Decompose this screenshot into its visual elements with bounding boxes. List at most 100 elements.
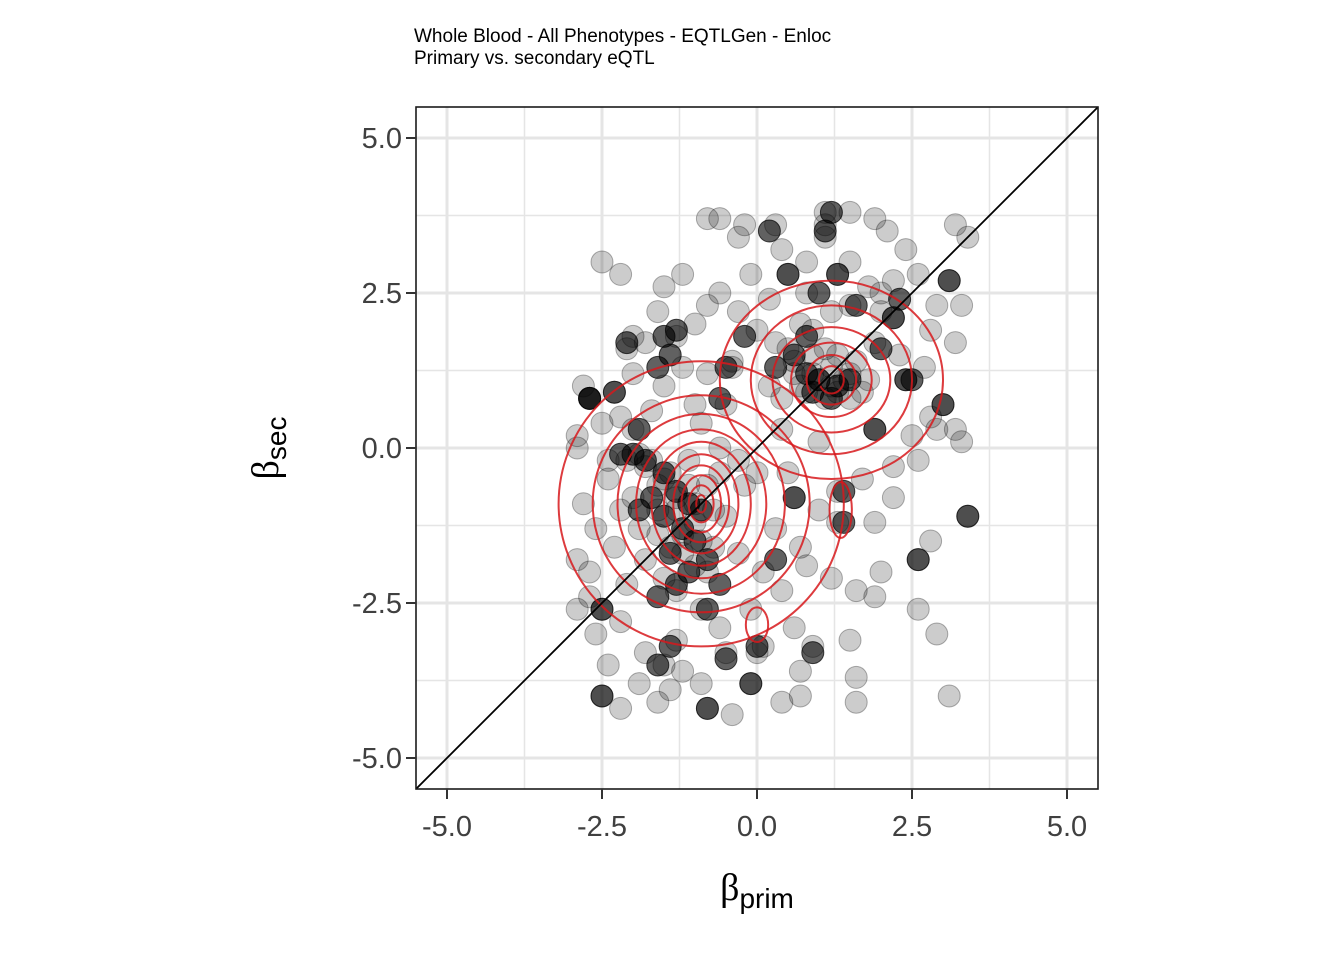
data-point bbox=[943, 213, 967, 237]
density-contour bbox=[680, 474, 723, 534]
data-point bbox=[881, 486, 905, 510]
data-point bbox=[906, 597, 930, 621]
data-point bbox=[590, 250, 614, 274]
data-point bbox=[943, 331, 967, 355]
y-axis-title: βsec bbox=[245, 417, 292, 480]
data-point bbox=[627, 498, 651, 522]
density-contour bbox=[557, 360, 845, 648]
data-point bbox=[578, 386, 602, 410]
data-point bbox=[664, 318, 688, 342]
density-contour bbox=[687, 484, 715, 524]
data-point bbox=[646, 300, 670, 324]
data-point bbox=[695, 207, 719, 231]
data-point bbox=[733, 213, 757, 237]
y-axis: -5.0 -2.5 0.0 2.5 5.0 bbox=[352, 123, 416, 775]
density-contours bbox=[557, 279, 945, 648]
density-contour bbox=[771, 326, 892, 434]
x-axis-symbol: β bbox=[720, 867, 739, 909]
density-contour bbox=[805, 354, 858, 406]
data-point bbox=[807, 498, 831, 522]
chart-title: Whole Blood - All Phenotypes - EQTLGen -… bbox=[414, 26, 832, 47]
data-point bbox=[869, 337, 893, 361]
data-point bbox=[881, 306, 905, 330]
data-point bbox=[788, 684, 812, 708]
data-point bbox=[609, 696, 633, 720]
x-tick-label: 0.0 bbox=[737, 811, 777, 843]
data-point bbox=[708, 207, 732, 231]
data-point bbox=[757, 219, 781, 243]
data-point bbox=[565, 424, 589, 448]
data-point bbox=[770, 417, 794, 441]
data-point bbox=[720, 703, 744, 727]
data-point bbox=[739, 262, 763, 286]
x-axis-title: βprim bbox=[720, 867, 794, 914]
data-point bbox=[943, 417, 967, 441]
data-point bbox=[571, 492, 595, 516]
data-point bbox=[733, 324, 757, 348]
data-point bbox=[770, 238, 794, 262]
data-point bbox=[609, 405, 633, 429]
data-point bbox=[850, 467, 874, 491]
data-point bbox=[671, 659, 695, 683]
data-point bbox=[584, 622, 608, 646]
data-point bbox=[757, 287, 781, 311]
data-point bbox=[658, 678, 682, 702]
data-point bbox=[919, 529, 943, 553]
x-axis-subscript: prim bbox=[739, 883, 793, 914]
data-point bbox=[708, 616, 732, 640]
data-point bbox=[652, 275, 676, 299]
data-point bbox=[739, 672, 763, 696]
data-point bbox=[714, 647, 738, 671]
x-tick-label: 5.0 bbox=[1047, 811, 1087, 843]
data-point bbox=[615, 572, 639, 596]
data-point bbox=[627, 672, 651, 696]
data-point bbox=[615, 331, 639, 355]
data-point bbox=[695, 696, 719, 720]
data-point bbox=[906, 262, 930, 286]
data-point bbox=[565, 597, 589, 621]
data-point bbox=[578, 560, 602, 584]
data-point bbox=[646, 690, 670, 714]
data-point bbox=[869, 560, 893, 584]
data-point bbox=[956, 504, 980, 528]
density-contour bbox=[749, 304, 914, 456]
data-point bbox=[658, 343, 682, 367]
data-point bbox=[844, 293, 868, 317]
data-point bbox=[844, 690, 868, 714]
data-point bbox=[925, 293, 949, 317]
data-point bbox=[795, 250, 819, 274]
y-tick-label: 0.0 bbox=[362, 433, 402, 465]
data-point bbox=[881, 455, 905, 479]
data-point bbox=[764, 517, 788, 541]
data-point bbox=[788, 659, 812, 683]
data-point bbox=[609, 262, 633, 286]
density-contour bbox=[650, 440, 752, 567]
data-point bbox=[782, 486, 806, 510]
y-tick-label: 2.5 bbox=[362, 278, 402, 310]
data-point bbox=[807, 281, 831, 305]
x-tick-label: -5.0 bbox=[422, 811, 472, 843]
data-point bbox=[726, 300, 750, 324]
data-point bbox=[950, 430, 974, 454]
data-point bbox=[894, 238, 918, 262]
data-point bbox=[658, 634, 682, 658]
data-point bbox=[813, 219, 837, 243]
data-point bbox=[844, 579, 868, 603]
x-tick-label: 2.5 bbox=[892, 811, 932, 843]
density-contour bbox=[818, 365, 845, 395]
y-axis-symbol: β bbox=[245, 460, 287, 479]
data-point bbox=[602, 535, 626, 559]
data-point bbox=[931, 393, 955, 417]
data-point bbox=[646, 585, 670, 609]
data-point bbox=[708, 281, 732, 305]
data-point bbox=[714, 355, 738, 379]
identity-line bbox=[415, 106, 1099, 790]
data-point bbox=[863, 585, 887, 609]
data-point bbox=[863, 510, 887, 534]
diagonal-line bbox=[415, 106, 1099, 790]
density-contour bbox=[591, 394, 811, 614]
data-point bbox=[590, 684, 614, 708]
data-point bbox=[937, 684, 961, 708]
data-point bbox=[770, 690, 794, 714]
y-tick-label: -5.0 bbox=[352, 743, 402, 775]
